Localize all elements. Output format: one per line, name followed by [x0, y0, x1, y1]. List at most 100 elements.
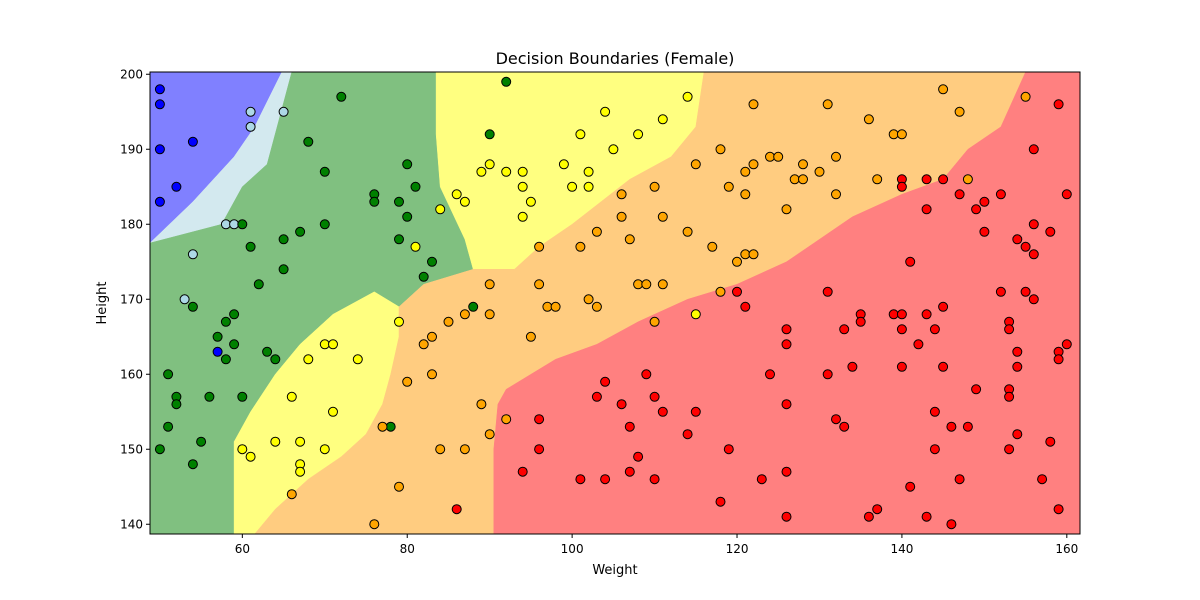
data-point-class-5: [732, 286, 742, 297]
data-point-class-4: [459, 309, 470, 320]
data-point-class-5: [1012, 429, 1023, 440]
data-point-class-2: [220, 354, 231, 365]
data-point-class-5: [781, 511, 792, 522]
data-point-class-2: [394, 196, 404, 207]
data-point-class-5: [649, 474, 660, 485]
data-point-class-5: [1012, 361, 1023, 372]
data-point-class-4: [525, 331, 536, 342]
data-point-class-5: [1012, 346, 1023, 357]
data-point-class-2: [303, 136, 314, 147]
data-point-class-3: [583, 181, 594, 192]
data-point-class-0: [154, 144, 165, 155]
data-point-class-2: [468, 301, 479, 312]
data-point-class-1: [229, 219, 240, 230]
data-point-class-2: [319, 219, 330, 230]
data-point-class-4: [814, 166, 825, 177]
data-points: [154, 76, 1072, 530]
data-point-class-1: [187, 249, 198, 260]
data-point-class-4: [822, 99, 833, 110]
x-tick-label: 120: [726, 542, 749, 556]
data-point-class-3: [328, 339, 338, 350]
data-point-class-5: [995, 286, 1006, 297]
data-point-class-4: [484, 309, 495, 320]
data-point-class-4: [427, 331, 437, 342]
data-point-class-5: [831, 414, 841, 425]
data-point-class-5: [921, 174, 932, 185]
data-point-class-0: [187, 136, 198, 147]
data-point-class-5: [600, 376, 611, 387]
data-point-class-5: [624, 466, 635, 477]
data-point-class-4: [575, 241, 586, 252]
data-point-class-5: [1061, 189, 1072, 200]
data-point-class-4: [476, 399, 487, 410]
data-point-class-5: [839, 421, 850, 432]
data-point-class-2: [402, 159, 413, 170]
data-point-class-5: [921, 511, 932, 522]
data-point-class-3: [237, 444, 248, 455]
data-point-class-3: [608, 144, 619, 155]
data-point-class-3: [600, 106, 611, 117]
data-point-class-5: [822, 369, 833, 380]
data-point-class-2: [237, 391, 248, 402]
data-point-class-5: [781, 399, 792, 410]
data-point-class-5: [723, 444, 734, 455]
data-point-class-4: [583, 294, 594, 305]
data-point-class-3: [583, 166, 594, 177]
data-point-class-5: [1028, 294, 1039, 305]
y-tick-label: 140: [120, 517, 143, 531]
data-point-class-2: [427, 256, 437, 267]
data-point-class-5: [1028, 144, 1039, 155]
data-point-class-3: [633, 129, 644, 140]
data-point-class-4: [427, 369, 437, 380]
data-point-class-2: [369, 196, 380, 207]
data-point-class-4: [831, 189, 841, 200]
data-point-class-5: [591, 391, 602, 402]
data-point-class-2: [237, 219, 248, 230]
data-point-class-0: [212, 346, 223, 357]
data-point-class-2: [262, 346, 273, 357]
data-point-class-4: [402, 376, 413, 387]
data-point-class-4: [369, 519, 380, 530]
data-point-class-5: [847, 361, 858, 372]
data-point-class-3: [319, 444, 330, 455]
data-point-class-4: [591, 226, 602, 237]
data-point-class-5: [929, 444, 940, 455]
data-point-class-5: [872, 504, 883, 515]
data-point-class-5: [995, 189, 1006, 200]
data-point-class-3: [459, 196, 470, 207]
data-point-class-4: [715, 286, 726, 297]
data-point-class-5: [1053, 354, 1064, 365]
data-point-class-3: [435, 204, 446, 215]
data-point-class-2: [187, 301, 198, 312]
data-point-class-5: [624, 421, 635, 432]
data-point-class-5: [1045, 436, 1056, 447]
y-tick-label: 160: [120, 367, 143, 381]
data-point-class-5: [690, 406, 701, 417]
data-point-class-3: [394, 316, 404, 327]
data-point-class-4: [534, 241, 545, 252]
data-point-class-3: [517, 211, 528, 222]
data-point-class-2: [402, 211, 413, 222]
data-point-class-4: [633, 279, 644, 290]
data-point-class-5: [1020, 286, 1031, 297]
data-point-class-4: [286, 489, 297, 500]
data-point-class-5: [1053, 99, 1064, 110]
data-point-class-1: [245, 106, 256, 117]
data-point-class-4: [872, 174, 883, 185]
data-point-class-4: [798, 159, 808, 170]
data-point-class-2: [187, 459, 198, 470]
data-point-class-4: [624, 234, 635, 245]
data-point-class-5: [1004, 444, 1015, 455]
data-point-class-4: [377, 421, 388, 432]
data-point-class-5: [517, 466, 528, 477]
data-point-class-2: [278, 264, 289, 275]
data-point-class-5: [954, 474, 965, 485]
data-point-class-5: [600, 474, 611, 485]
data-point-class-4: [938, 84, 949, 95]
data-point-class-2: [163, 421, 174, 432]
data-point-class-5: [1045, 226, 1056, 237]
data-point-class-5: [1012, 234, 1023, 245]
data-point-class-5: [921, 204, 932, 215]
data-point-class-5: [888, 309, 899, 320]
data-point-class-4: [789, 174, 800, 185]
